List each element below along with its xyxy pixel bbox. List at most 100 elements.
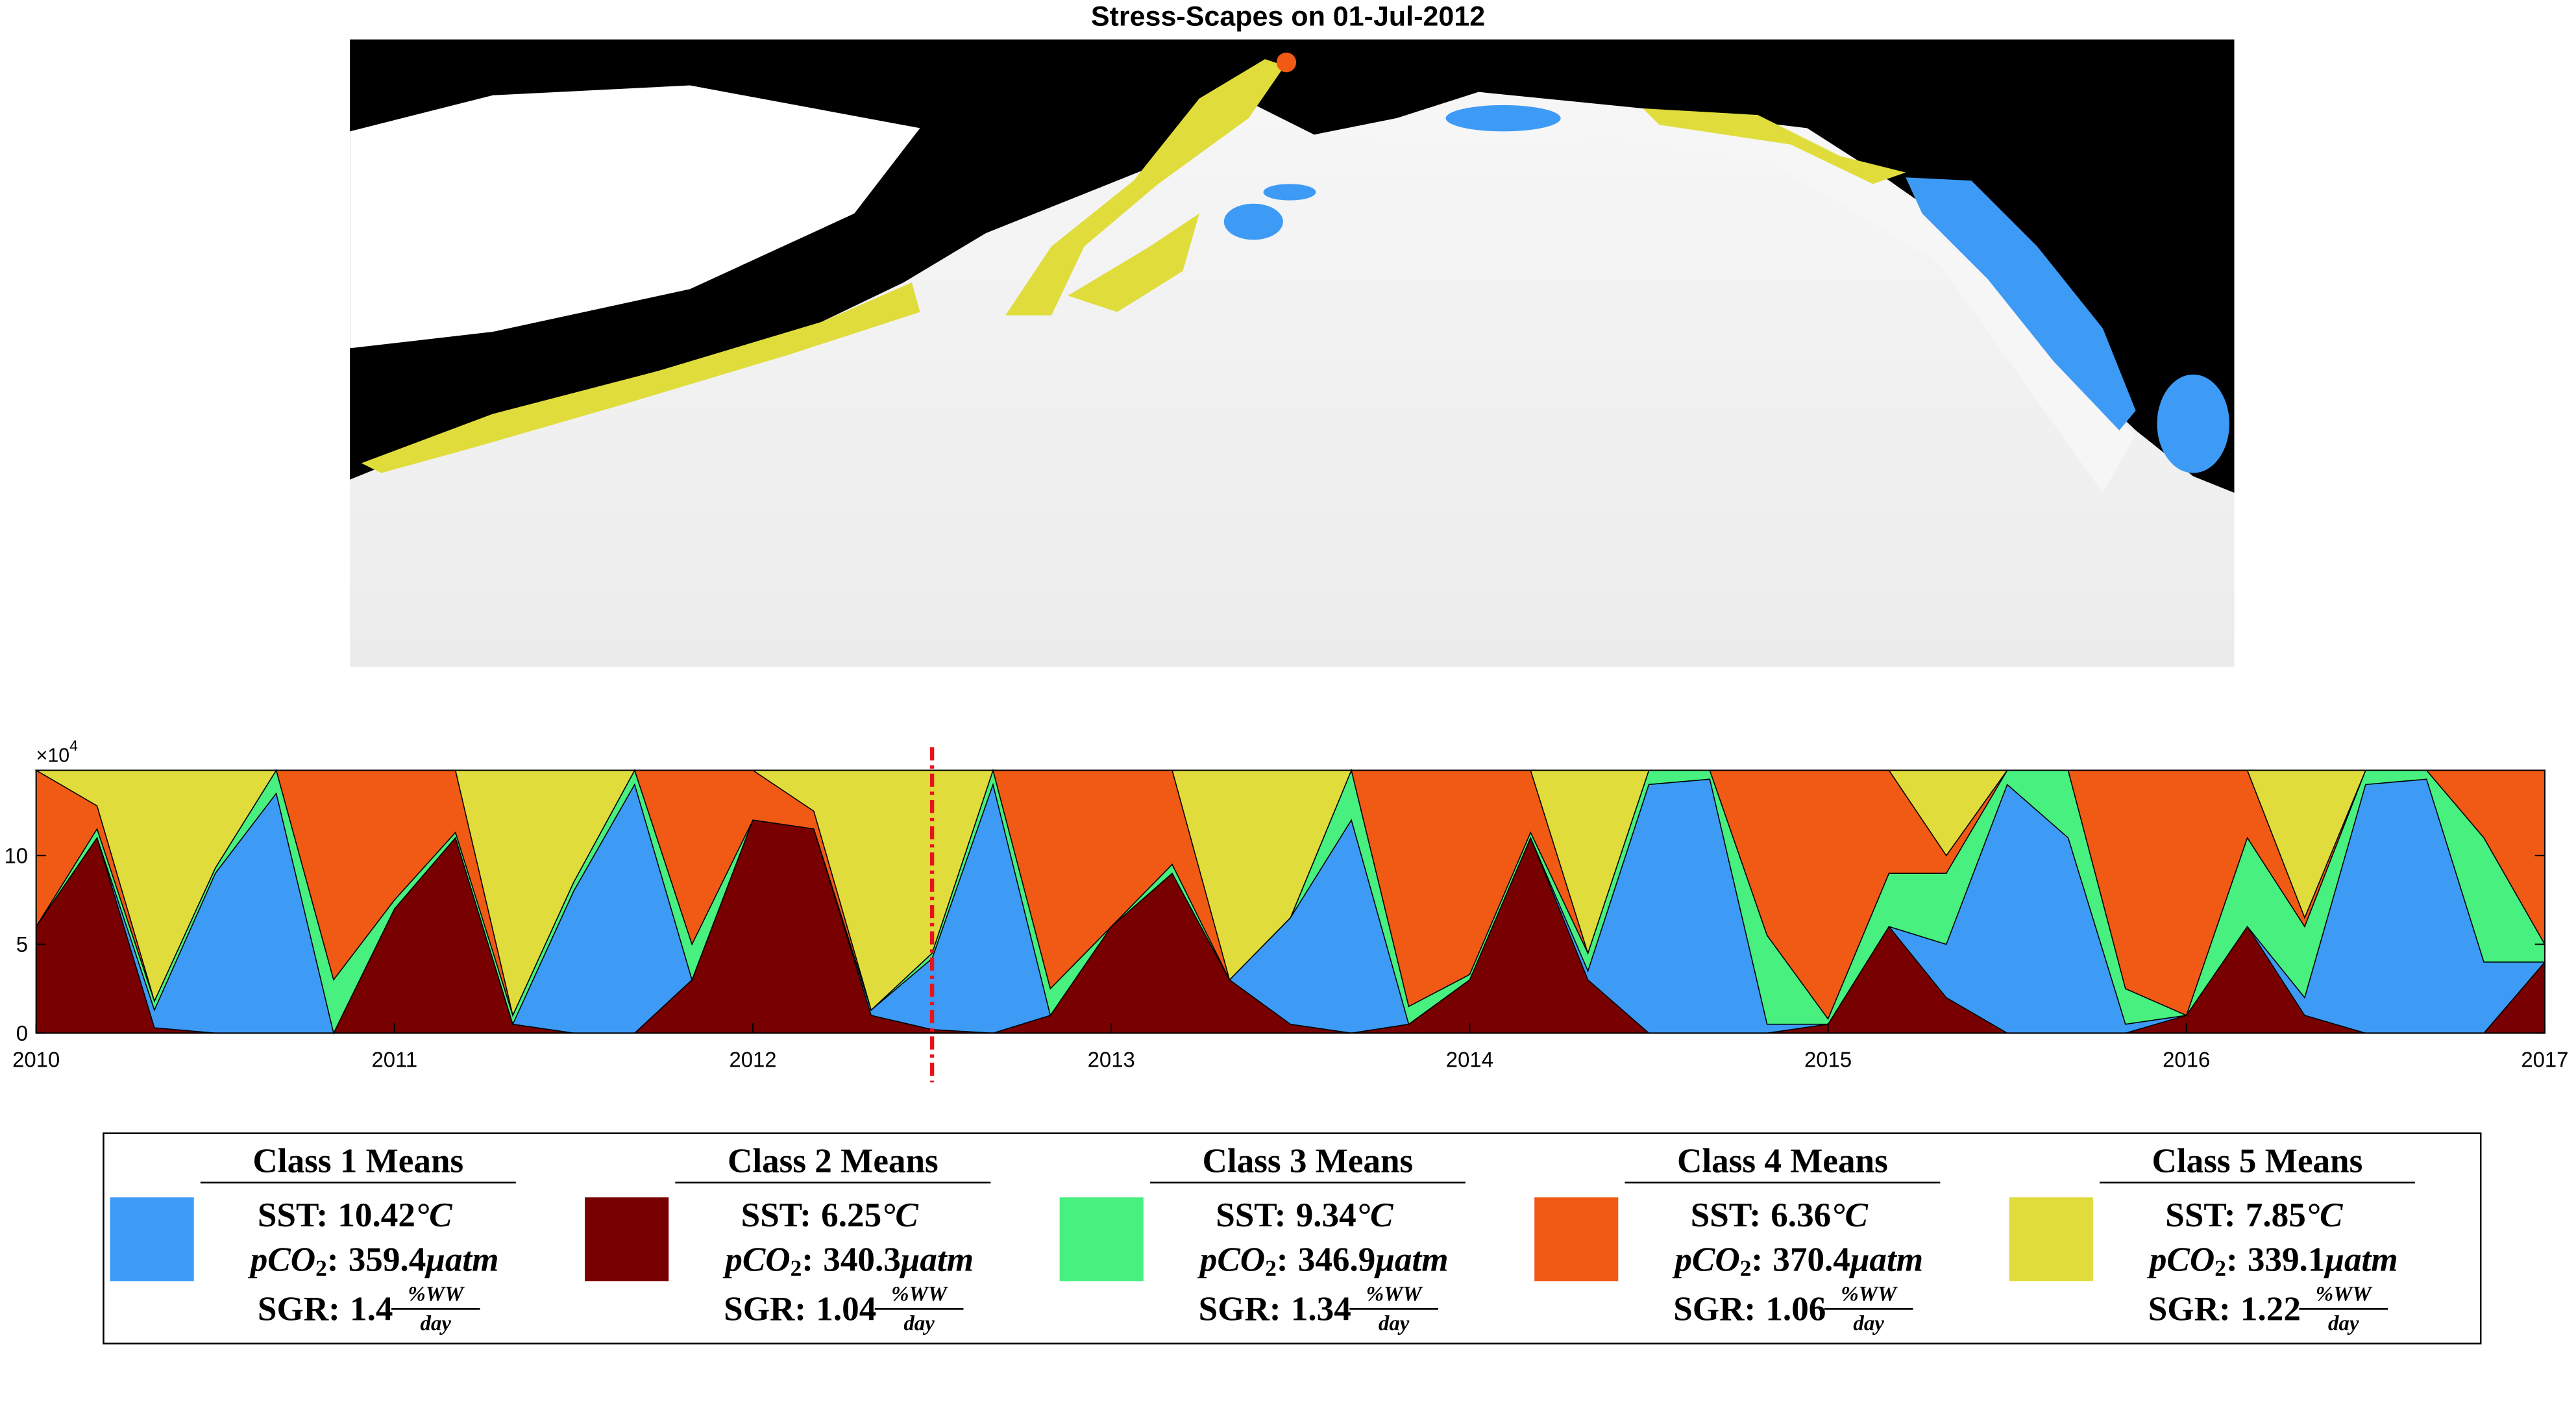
sst-unit: °C [1356,1196,1393,1234]
pco2-label: pCO [1197,1241,1265,1278]
sst-value: 10.42 [337,1196,415,1234]
sgr-unit-den: day [421,1312,452,1335]
x-tick-label: 2015 [1804,1047,1852,1071]
legend-header: Class 1 Means [252,1143,463,1180]
legend-sst: SST: 9.34°C [1216,1196,1393,1234]
sst-unit: °C [415,1196,452,1234]
sgr-unit-num: %WW [1366,1283,1424,1306]
x-tick-label: 2016 [2163,1047,2210,1071]
sgr-label: SGR: [1199,1290,1281,1328]
sst-value: 9.34 [1296,1196,1356,1234]
legend-sgr: SGR: 1.06 [1673,1290,1826,1328]
plot-frame [35,769,2545,1034]
legend-swatch [2009,1197,2093,1282]
legend-swatch [1059,1197,1144,1282]
sst-unit: °C [1831,1196,1868,1234]
sst-unit: °C [881,1196,918,1234]
pco2-label: pCO [722,1241,790,1278]
sst-unit: °C [2306,1196,2343,1234]
pco2-value: 340.3 [823,1241,901,1278]
sst-value: 6.36 [1771,1196,1831,1234]
pco2-label: pCO [248,1241,315,1278]
sgr-unit-den: day [1853,1312,1884,1335]
y-tick-label: 0 [16,1021,28,1045]
pco2-value: 346.9 [1298,1241,1376,1278]
pco2-sub: 2 [1265,1255,1277,1281]
legend-sst: SST: 6.36°C [1691,1196,1869,1234]
area-chart: 0 5 10 2010 2011 2012 2013 2014 2015 2016 2017 ×104 [4,738,2568,1083]
legend-swatch [1534,1197,1619,1282]
sgr-unit-den: day [903,1312,935,1335]
x-tick-label: 2010 [12,1047,60,1071]
pco2-label: pCO [2147,1241,2214,1278]
sgr-value: 1.34 [1291,1290,1351,1328]
sgr-unit-num: %WW [2316,1283,2374,1306]
pco2-value: 339.1 [2248,1241,2325,1278]
x-tick-label: 2014 [1446,1047,1493,1071]
sst-label: SST: [258,1196,328,1234]
sgr-value: 1.4 [350,1290,393,1328]
pco2-sub: 2 [2214,1255,2226,1281]
x-tick-label: 2017 [2521,1047,2568,1071]
sst-label: SST: [2165,1196,2235,1234]
x-tick-label: 2013 [1088,1047,1135,1071]
legend-pco2: pCO2: 359.4μatm [248,1241,499,1281]
legend-pco2: pCO2: 340.3μatm [722,1241,974,1281]
map-title: Stress-Scapes on 01-Jul-2012 [1091,1,1485,32]
sst-label: SST: [1691,1196,1761,1234]
legend-sst: SST: 7.85°C [2165,1196,2343,1234]
pco2-unit: μatm [1373,1241,1448,1278]
sgr-value: 1.04 [816,1290,876,1328]
sgr-label: SGR: [258,1290,340,1328]
legend-sgr: SGR: 1.34 [1199,1290,1351,1328]
pco2-unit: μatm [899,1241,974,1278]
pco2-colon: : [327,1241,339,1278]
legend-pco2: pCO2: 339.1μatm [2147,1241,2398,1281]
sst-label: SST: [1216,1196,1286,1234]
sgr-unit-num: %WW [1841,1283,1898,1306]
pco2-label: pCO [1672,1241,1739,1278]
pco2-colon: : [2226,1241,2238,1278]
legend-header: Class 4 Means [1677,1143,1888,1180]
legend-sst: SST: 6.25°C [741,1196,919,1234]
pco2-colon: : [802,1241,813,1278]
multiplier-base: ×10 [36,745,70,766]
pco2-colon: : [1277,1241,1288,1278]
pco2-unit: μatm [424,1241,498,1278]
x-tick-label: 2011 [372,1047,418,1071]
y-tick-label: 10 [4,843,28,867]
legend-header: Class 5 Means [2152,1143,2363,1180]
sgr-unit-num: %WW [408,1283,465,1306]
multiplier-exponent: 4 [69,738,78,754]
legend-header: Class 3 Means [1202,1143,1413,1180]
sgr-value: 1.06 [1765,1290,1826,1328]
pco2-unit: μatm [2323,1241,2398,1278]
sgr-label: SGR: [1673,1290,1756,1328]
pco2-colon: : [1751,1241,1763,1278]
y-multiplier: ×104 [36,738,78,767]
pco2-unit: μatm [1848,1241,1923,1278]
legend-sgr: SGR: 1.04 [724,1290,876,1328]
sgr-label: SGR: [2148,1290,2231,1328]
legend-swatch [110,1197,194,1282]
legend-pco2: pCO2: 370.4μatm [1672,1241,1923,1281]
pco2-value: 370.4 [1773,1241,1850,1278]
legend-header: Class 2 Means [728,1143,938,1180]
sgr-unit-den: day [2328,1312,2359,1335]
sst-value: 7.85 [2246,1196,2306,1234]
y-tick-label: 5 [16,932,28,956]
sgr-unit-num: %WW [891,1283,949,1306]
pco2-sub: 2 [791,1255,802,1281]
legend-sgr: SGR: 1.22 [2148,1290,2301,1328]
sgr-label: SGR: [724,1290,806,1328]
legend-swatch [585,1197,669,1282]
x-tick-label: 2012 [729,1047,776,1071]
sst-value: 6.25 [821,1196,881,1234]
legend-pco2: pCO2: 346.9μatm [1197,1241,1449,1281]
pco2-sub: 2 [315,1255,327,1281]
pco2-value: 359.4 [349,1241,426,1278]
sgr-unit-den: day [1379,1312,1410,1335]
